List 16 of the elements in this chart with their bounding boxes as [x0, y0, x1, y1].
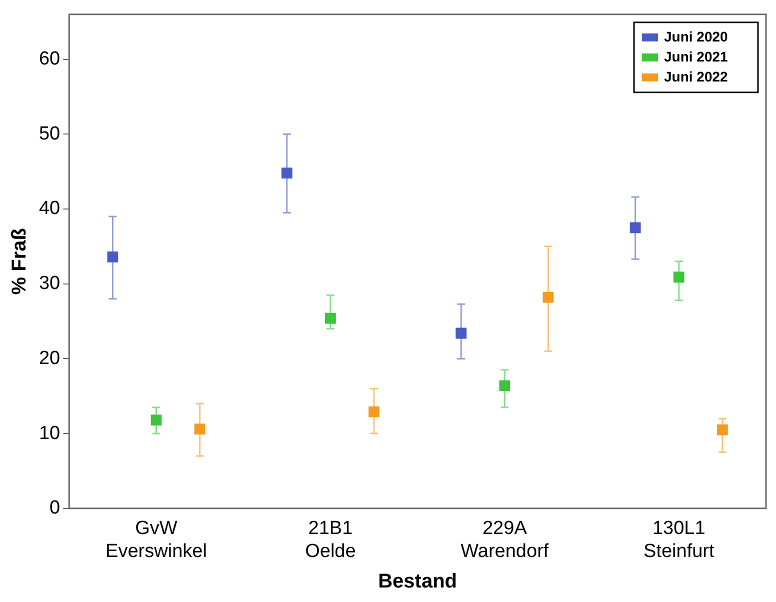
x-tick-label: 21B1 Oelde [305, 518, 356, 562]
x-axis-title: Bestand [378, 570, 458, 593]
y-axis-title: % Fraß [8, 228, 31, 295]
y-tick-label: 30 [38, 273, 60, 294]
y-tick-label: 50 [38, 123, 60, 144]
y-tick-label: 20 [38, 348, 60, 369]
y-tick-label: 0 [50, 498, 60, 519]
y-tick-label: 10 [38, 422, 60, 444]
legend-label: Juni 2022 [664, 68, 728, 84]
x-tick-label: 229A Warendorf [460, 518, 550, 562]
x-tick-label: 130L1 Steinfurt [644, 518, 715, 562]
legend-label: Juni 2021 [664, 48, 728, 64]
y-tick-label: 60 [38, 48, 60, 70]
y-tick-label: 40 [38, 198, 60, 220]
legend-label: Juni 2020 [664, 28, 728, 44]
x-tick-label: GvW Everswinkel [106, 518, 207, 562]
